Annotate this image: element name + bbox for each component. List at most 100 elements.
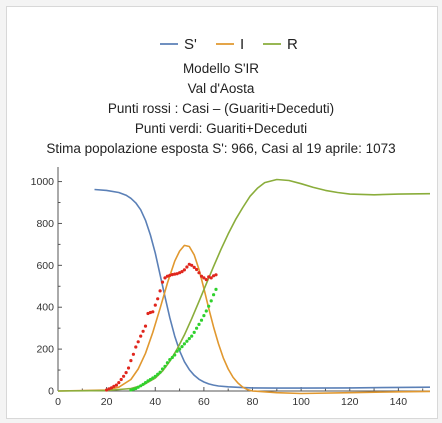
- series-line: [57, 244, 431, 395]
- red-point: [180, 270, 184, 274]
- green-point: [195, 326, 199, 330]
- title-line: Val d'Aosta: [188, 81, 255, 96]
- green-point: [160, 367, 165, 371]
- legend: S' I R: [160, 36, 298, 53]
- legend-label: I: [240, 36, 244, 53]
- red-point: [209, 276, 213, 280]
- x-tick-label: 20: [101, 396, 113, 408]
- red-point: [165, 274, 169, 278]
- legend-label: S': [184, 36, 197, 53]
- red-point: [178, 271, 182, 275]
- green-point: [165, 361, 169, 365]
- red-point: [168, 273, 172, 277]
- green-point: [180, 345, 184, 349]
- series-line: [57, 178, 431, 392]
- green-point: [153, 374, 157, 378]
- green-point: [214, 287, 218, 291]
- green-point: [146, 379, 150, 383]
- red-point: [214, 273, 218, 277]
- x-tick-label: 60: [198, 396, 210, 408]
- red-point: [129, 359, 133, 363]
- green-point: [134, 386, 138, 391]
- red-point: [199, 274, 204, 278]
- red-point: [112, 384, 116, 388]
- green-point: [163, 364, 167, 368]
- y-tick-label: 600: [36, 260, 54, 272]
- red-point: [156, 297, 160, 301]
- red-point: [204, 278, 208, 282]
- red-point: [187, 262, 191, 266]
- axes: 0 200 400 600 800 1000 0 20 40 60 80 100 120 140: [31, 167, 430, 408]
- green-point: [141, 382, 145, 386]
- x-tick-label: 100: [292, 396, 310, 408]
- green-point: [197, 322, 201, 326]
- series-lines: [57, 178, 431, 395]
- legend-label: R: [287, 36, 298, 53]
- green-point: [192, 330, 196, 334]
- y-tick-label: 400: [36, 302, 54, 314]
- green-point: [199, 318, 204, 322]
- red-point: [117, 381, 121, 385]
- red-point: [160, 280, 165, 284]
- red-point: [124, 371, 128, 375]
- red-point: [122, 374, 126, 378]
- red-point: [136, 340, 140, 344]
- green-point: [156, 372, 160, 376]
- red-point: [119, 377, 123, 382]
- green-point: [207, 304, 211, 308]
- red-point: [190, 263, 194, 267]
- red-point: [126, 366, 131, 370]
- green-point: [204, 309, 208, 313]
- red-point: [212, 274, 216, 278]
- title-line: Stima popolazione esposta S': 966, Casi …: [46, 141, 395, 156]
- red-point: [114, 383, 118, 387]
- green-point: [202, 314, 206, 318]
- x-tick-label: 80: [247, 396, 259, 408]
- red-point: [173, 272, 177, 276]
- green-point: [129, 388, 133, 392]
- red-point: [153, 303, 157, 307]
- red-point: [139, 334, 143, 338]
- red-point: [158, 289, 162, 293]
- red-point: [148, 310, 152, 315]
- red-point: [131, 352, 135, 356]
- red-point: [195, 267, 199, 272]
- red-point: [163, 276, 167, 280]
- green-point: [151, 376, 155, 380]
- green-point: [182, 342, 186, 346]
- green-point: [175, 349, 179, 353]
- green-point: [158, 370, 162, 374]
- red-point: [192, 265, 196, 269]
- title-line: Punti rossi : Casi – (Guariti+Deceduti): [108, 101, 334, 116]
- y-tick-label: 1000: [31, 176, 55, 188]
- x-tick-label: 140: [390, 396, 408, 408]
- green-point: [170, 355, 174, 360]
- y-tick-label: 0: [48, 386, 54, 398]
- x-tick-label: 120: [341, 396, 359, 408]
- green-point: [187, 337, 191, 341]
- title-line: Modello S'IR: [183, 61, 259, 76]
- green-point: [212, 293, 216, 297]
- data-points: [105, 262, 218, 392]
- red-point: [107, 387, 111, 391]
- chart: S' I R Modello S'IR Val d'Aosta Punti rossi …: [31, 36, 431, 408]
- red-point: [207, 275, 211, 279]
- series-line: [94, 188, 431, 389]
- green-point: [139, 384, 143, 388]
- green-point: [143, 381, 148, 385]
- red-point: [151, 310, 155, 314]
- red-point: [170, 273, 174, 277]
- red-point: [182, 268, 186, 272]
- y-tick-label: 200: [36, 344, 54, 356]
- chart-title: Modello S'IR Val d'Aosta Punti rossi : Cas…: [46, 61, 395, 156]
- x-tick-label: 40: [149, 396, 161, 408]
- red-point: [105, 388, 109, 392]
- red-point: [134, 345, 138, 349]
- green-point: [131, 387, 135, 391]
- red-point: [109, 386, 114, 390]
- red-point: [141, 329, 145, 333]
- x-tick-label: 0: [55, 396, 61, 408]
- title-line: Punti verdi: Guariti+Deceduti: [135, 121, 307, 136]
- y-tick-label: 800: [36, 218, 54, 230]
- chart-panel: S' I R Modello S'IR Val d'Aosta Punti rossi …: [6, 6, 438, 419]
